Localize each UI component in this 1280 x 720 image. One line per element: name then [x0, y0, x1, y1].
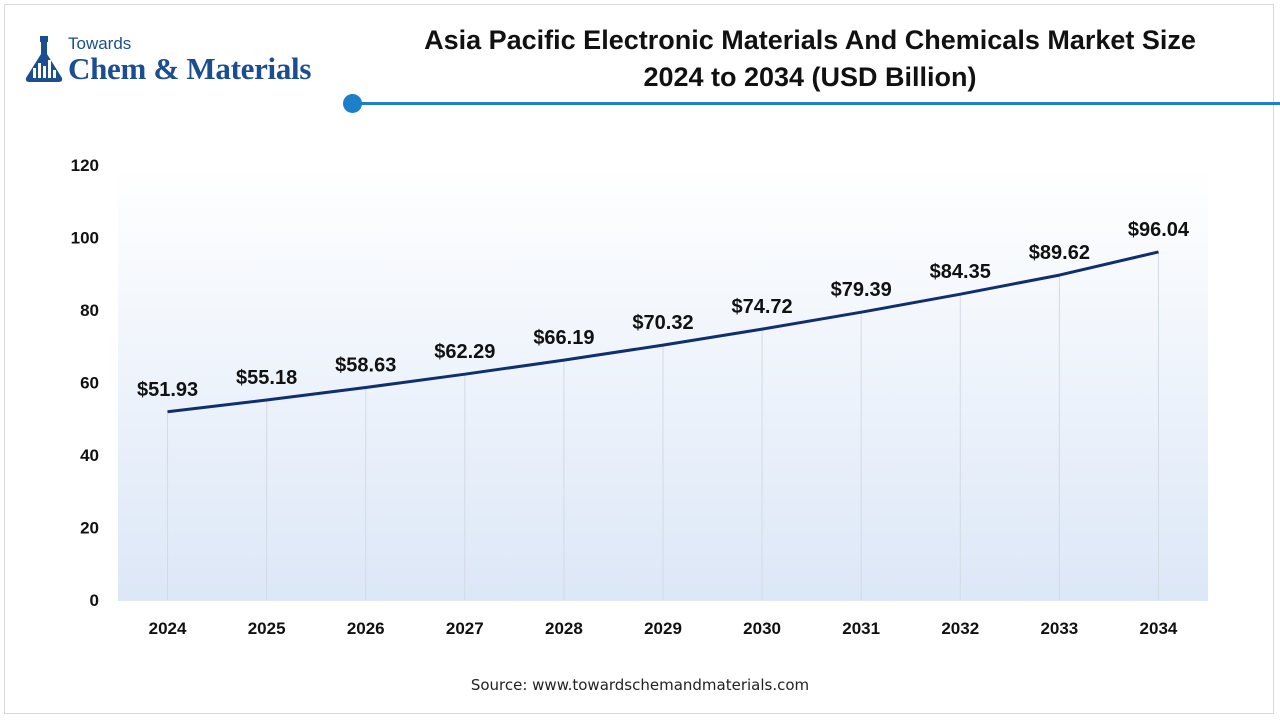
x-tick-label: 2029: [644, 619, 682, 638]
chart-frame: [4, 4, 1274, 714]
x-tick-label: 2026: [347, 619, 385, 638]
y-tick-label: 60: [80, 374, 99, 393]
data-label: $62.29: [434, 341, 495, 363]
title-underline-dot: [343, 94, 362, 113]
x-tick-label: 2025: [248, 619, 286, 638]
series-line: [167, 250, 1159, 414]
y-tick-label: 100: [71, 229, 99, 248]
data-label: $55.18: [236, 367, 297, 389]
brand-logo: Towards Chem & Materials: [22, 32, 342, 92]
data-label: $96.04: [1128, 219, 1190, 241]
data-label: $51.93: [137, 379, 198, 401]
x-tick-label: 2032: [941, 619, 979, 638]
x-tick-label: 2030: [743, 619, 781, 638]
data-label: $66.19: [533, 327, 594, 349]
x-tick-label: 2028: [545, 619, 583, 638]
y-tick-label: 0: [90, 591, 99, 610]
data-label: $79.39: [831, 279, 892, 301]
data-label: $89.62: [1029, 242, 1090, 264]
source-note: Source: www.towardschemandmaterials.com: [470, 676, 810, 694]
chart-title: Asia Pacific Electronic Materials And Ch…: [340, 22, 1280, 96]
chart-title-line-2: 2024 to 2034 (USD Billion): [643, 62, 977, 92]
x-tick-label: 2031: [842, 619, 880, 638]
x-tick-label: 2027: [446, 619, 484, 638]
logo-line-2: Chem & Materials: [68, 51, 312, 86]
y-tick-label: 80: [80, 301, 99, 320]
y-tick-label: 20: [80, 519, 99, 538]
data-label: $84.35: [930, 261, 991, 283]
data-label: $74.72: [732, 296, 793, 318]
data-label: $70.32: [632, 312, 693, 334]
flask-icon: [25, 36, 63, 82]
logo-line-1: Towards: [68, 34, 132, 53]
data-label: $58.63: [335, 354, 396, 376]
y-tick-label: 120: [71, 156, 99, 175]
x-tick-label: 2034: [1140, 619, 1178, 638]
y-tick-label: 40: [80, 446, 99, 465]
x-tick-label: 2024: [149, 619, 187, 638]
chart-title-line-1: Asia Pacific Electronic Materials And Ch…: [424, 25, 1196, 55]
x-tick-label: 2033: [1040, 619, 1078, 638]
title-underline: [352, 102, 1280, 105]
